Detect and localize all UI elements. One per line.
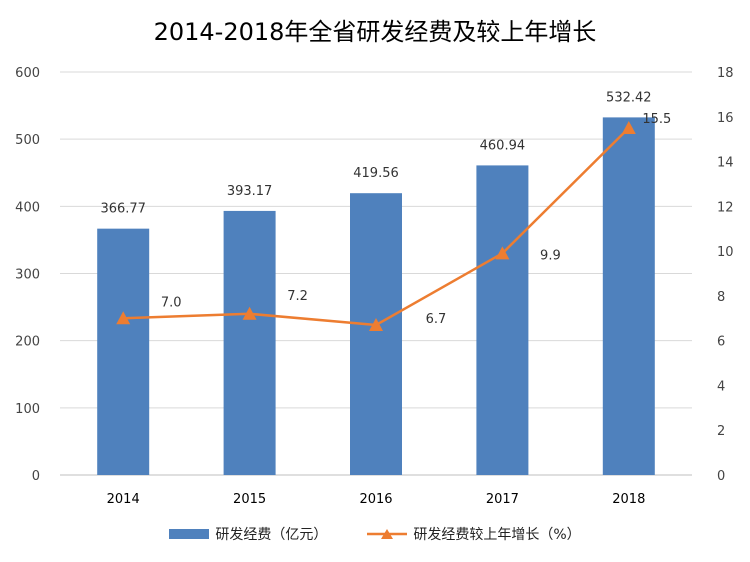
y-left-tick-label: 300 [15,268,40,283]
bar-value-label: 460.94 [480,138,526,153]
legend-item-bar: 研发经费（亿元） [169,524,327,544]
y-right-tick-label: 4 [717,379,725,394]
bar-2018 [602,117,655,475]
y-left-tick-label: 600 [15,66,40,81]
growth-value-label: 6.7 [426,312,447,327]
legend-bar-label: 研发经费（亿元） [215,527,328,543]
legend: 研发经费（亿元） 研发经费较上年增长（%） [0,524,750,544]
y-left-tick-label: 200 [15,335,40,350]
y-right-tick-label: 8 [717,290,725,305]
chart-title: 2014-2018年全省研发经费及较上年增长 [153,18,597,46]
growth-marker [621,120,636,134]
y-right-tick-label: 18 [717,66,734,81]
bar-2015 [223,210,276,475]
x-tick-label: 2015 [233,492,266,507]
y-left-tick-label: 400 [15,200,40,215]
y-left-tick-label: 100 [15,402,40,417]
growth-marker [242,306,257,320]
bar-value-label: 366.77 [100,202,146,217]
axes: 0 100 200 300 400 500 600 0 2 4 6 8 10 12 14 16 18 2014 20… [15,66,733,507]
bar-value-label: 419.56 [353,166,399,181]
growth-value-label: 7.2 [287,289,308,304]
bar-2016 [350,193,402,475]
x-tick-label: 2018 [612,492,645,507]
y-right-tick-label: 6 [717,335,725,350]
y-right-tick-label: 10 [717,245,734,260]
bar-2017 [476,165,529,475]
line-series [116,120,636,331]
growth-value-label: 9.9 [540,248,561,263]
x-tick-label: 2017 [486,492,519,507]
y-left-tick-label: 500 [15,133,40,148]
x-tick-label: 2014 [107,492,140,507]
bar-2014 [97,228,150,475]
y-right-tick-label: 0 [717,469,725,484]
x-tick-label: 2016 [359,492,392,507]
growth-marker [369,317,383,331]
legend-item-line: 研发经费较上年增长（%） [367,524,581,544]
growth-value-label: 7.0 [161,295,182,310]
legend-bar-swatch [169,529,210,539]
y-left-tick-label: 0 [32,469,40,484]
bar-value-label: 532.42 [606,90,652,105]
growth-marker [495,246,510,260]
y-right-tick-label: 12 [717,200,734,215]
bar-value-label: 393.17 [227,184,273,199]
legend-line-swatch [367,527,408,541]
chart-plot: 0 100 200 300 400 500 600 0 2 4 6 8 10 12 14 16 18 2014 20… [15,66,733,507]
data-labels: 366.77 393.17 419.56 460.94 532.42 7.0 7.2 6.7 9… [100,90,671,327]
growth-marker [116,311,131,325]
legend-line-label: 研发经费较上年增长（%） [413,527,581,543]
y-right-tick-label: 14 [717,156,734,171]
y-right-tick-label: 2 [717,424,725,439]
y-right-tick-label: 16 [717,111,734,126]
growth-value-label: 15.5 [642,112,671,127]
bar-series [97,117,655,475]
